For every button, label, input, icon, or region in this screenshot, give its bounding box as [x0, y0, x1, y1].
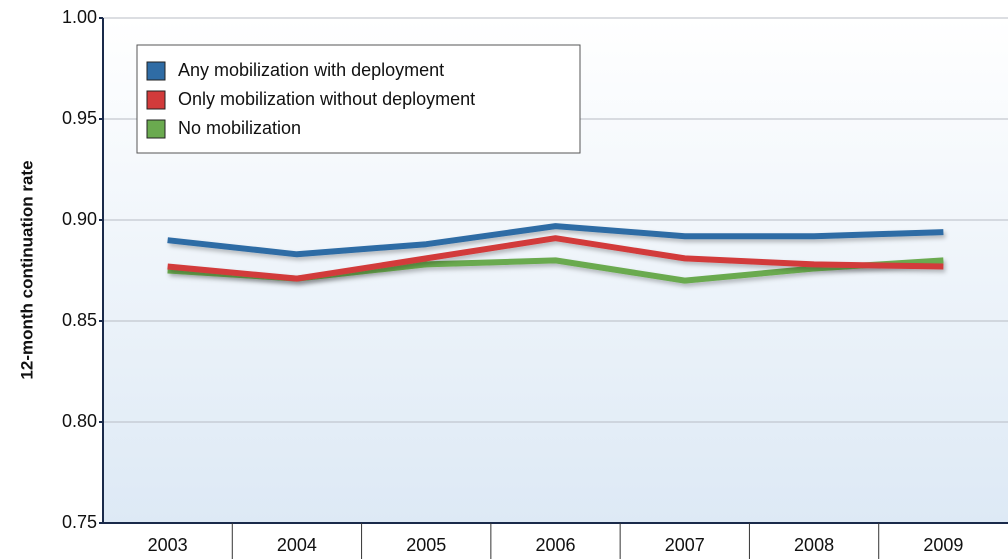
legend-swatch	[146, 90, 166, 110]
legend: Any mobilization with deployment Only mob…	[136, 44, 581, 154]
x-tick-label: 2003	[148, 535, 188, 555]
x-tick-label: 2004	[277, 535, 317, 555]
legend-label: No mobilization	[178, 118, 301, 138]
legend-label: Only mobilization without deployment	[178, 89, 475, 109]
x-tick-label: 2005	[406, 535, 446, 555]
lines	[167, 223, 944, 284]
x-tick-label: 2008	[794, 535, 834, 555]
x-tick-label: 2009	[923, 535, 963, 555]
legend-box	[136, 44, 581, 154]
x-axis-labels: 2003 2004 2005 2006 2007 2008 2009	[148, 523, 963, 559]
series-line	[167, 235, 944, 282]
x-tick-label: 2007	[665, 535, 705, 555]
legend-swatch	[146, 61, 166, 81]
y-tick-label: 0.90	[62, 209, 97, 229]
series-line	[167, 223, 944, 258]
x-tick-label: 2006	[535, 535, 575, 555]
y-tick-label: 0.95	[62, 108, 97, 128]
y-tick-label: 1.00	[62, 7, 97, 27]
legend-swatch	[146, 119, 166, 139]
y-axis-label: 12-month continuation rate	[17, 160, 36, 379]
y-tick-label: 0.75	[62, 512, 97, 532]
y-tick-label: 0.80	[62, 411, 97, 431]
legend-label: Any mobilization with deployment	[178, 60, 444, 80]
grid: 0.75 0.80 0.85 0.90 0.95 1.00	[62, 7, 1008, 532]
y-tick-label: 0.85	[62, 310, 97, 330]
